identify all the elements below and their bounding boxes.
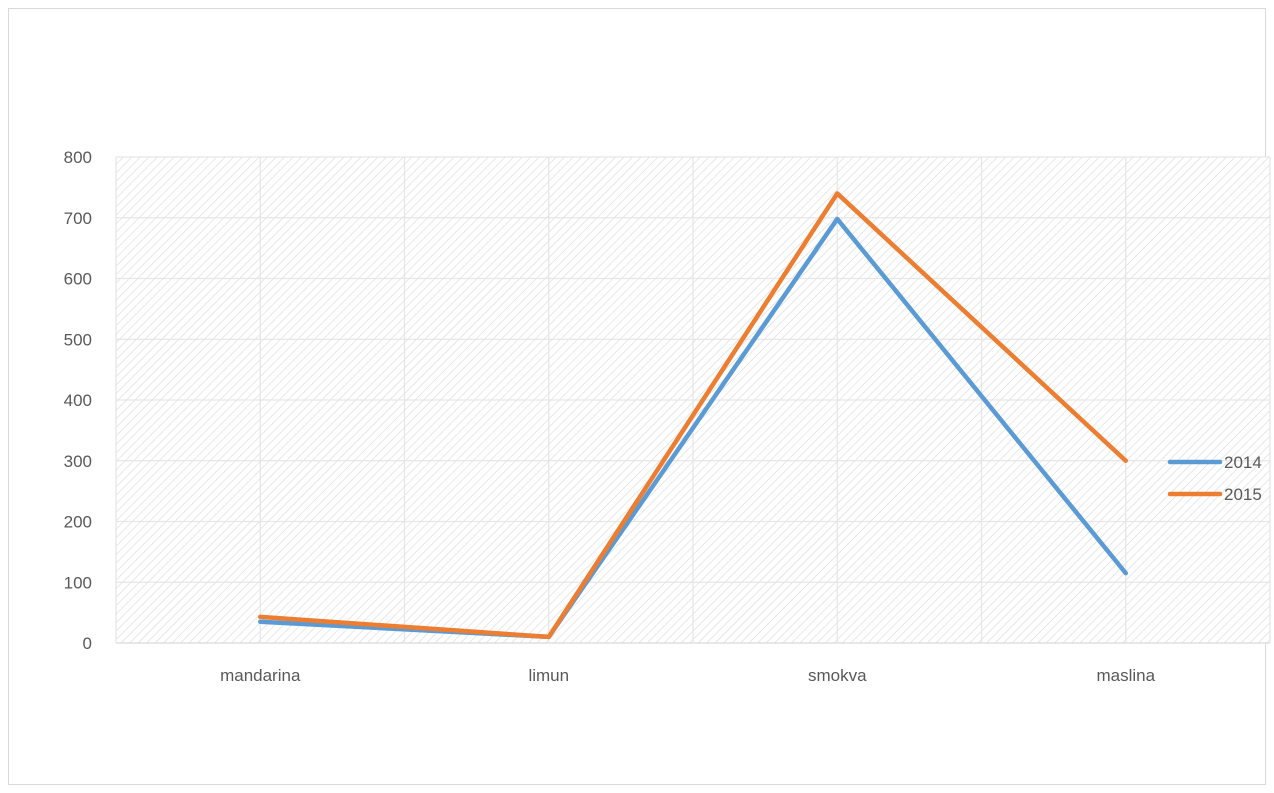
legend-label: 2015 bbox=[1224, 485, 1262, 504]
y-tick-label: 0 bbox=[83, 634, 92, 653]
y-tick-label: 700 bbox=[64, 209, 92, 228]
y-tick-label: 300 bbox=[64, 452, 92, 471]
y-tick-label: 800 bbox=[64, 148, 92, 167]
x-tick-label: limun bbox=[528, 666, 569, 685]
x-tick-label: smokva bbox=[808, 666, 867, 685]
series-line-2015 bbox=[258, 191, 1128, 640]
series-line-2014 bbox=[258, 216, 1128, 640]
y-tick-label: 100 bbox=[64, 573, 92, 592]
y-tick-label: 400 bbox=[64, 391, 92, 410]
legend-label: 2014 bbox=[1224, 453, 1262, 472]
y-tick-label: 600 bbox=[64, 270, 92, 289]
x-tick-label: mandarina bbox=[220, 666, 301, 685]
x-tick-label: maslina bbox=[1096, 666, 1155, 685]
y-tick-label: 200 bbox=[64, 513, 92, 532]
y-tick-label: 500 bbox=[64, 330, 92, 349]
